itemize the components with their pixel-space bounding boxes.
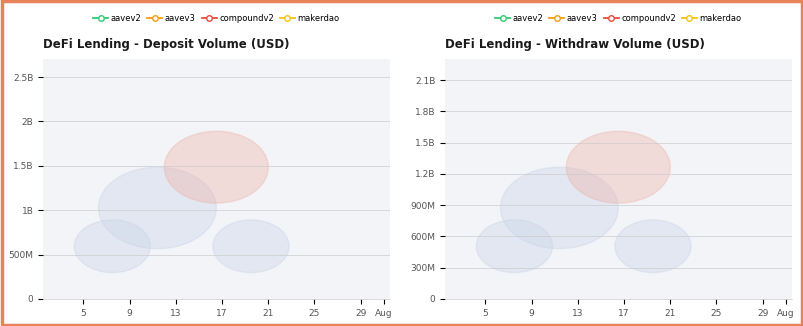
Circle shape xyxy=(74,220,150,273)
Legend: aavev2, aavev3, compoundv2, makerdao: aavev2, aavev3, compoundv2, makerdao xyxy=(491,11,744,26)
Legend: aavev2, aavev3, compoundv2, makerdao: aavev2, aavev3, compoundv2, makerdao xyxy=(90,11,342,26)
Circle shape xyxy=(475,220,552,273)
Circle shape xyxy=(213,220,289,273)
Circle shape xyxy=(164,131,268,203)
Text: DeFi Lending - Withdraw Volume (USD): DeFi Lending - Withdraw Volume (USD) xyxy=(445,38,704,51)
Circle shape xyxy=(614,220,691,273)
Circle shape xyxy=(565,131,670,203)
Text: DeFi Lending - Deposit Volume (USD): DeFi Lending - Deposit Volume (USD) xyxy=(43,38,289,51)
Circle shape xyxy=(500,167,618,249)
Circle shape xyxy=(99,167,216,249)
